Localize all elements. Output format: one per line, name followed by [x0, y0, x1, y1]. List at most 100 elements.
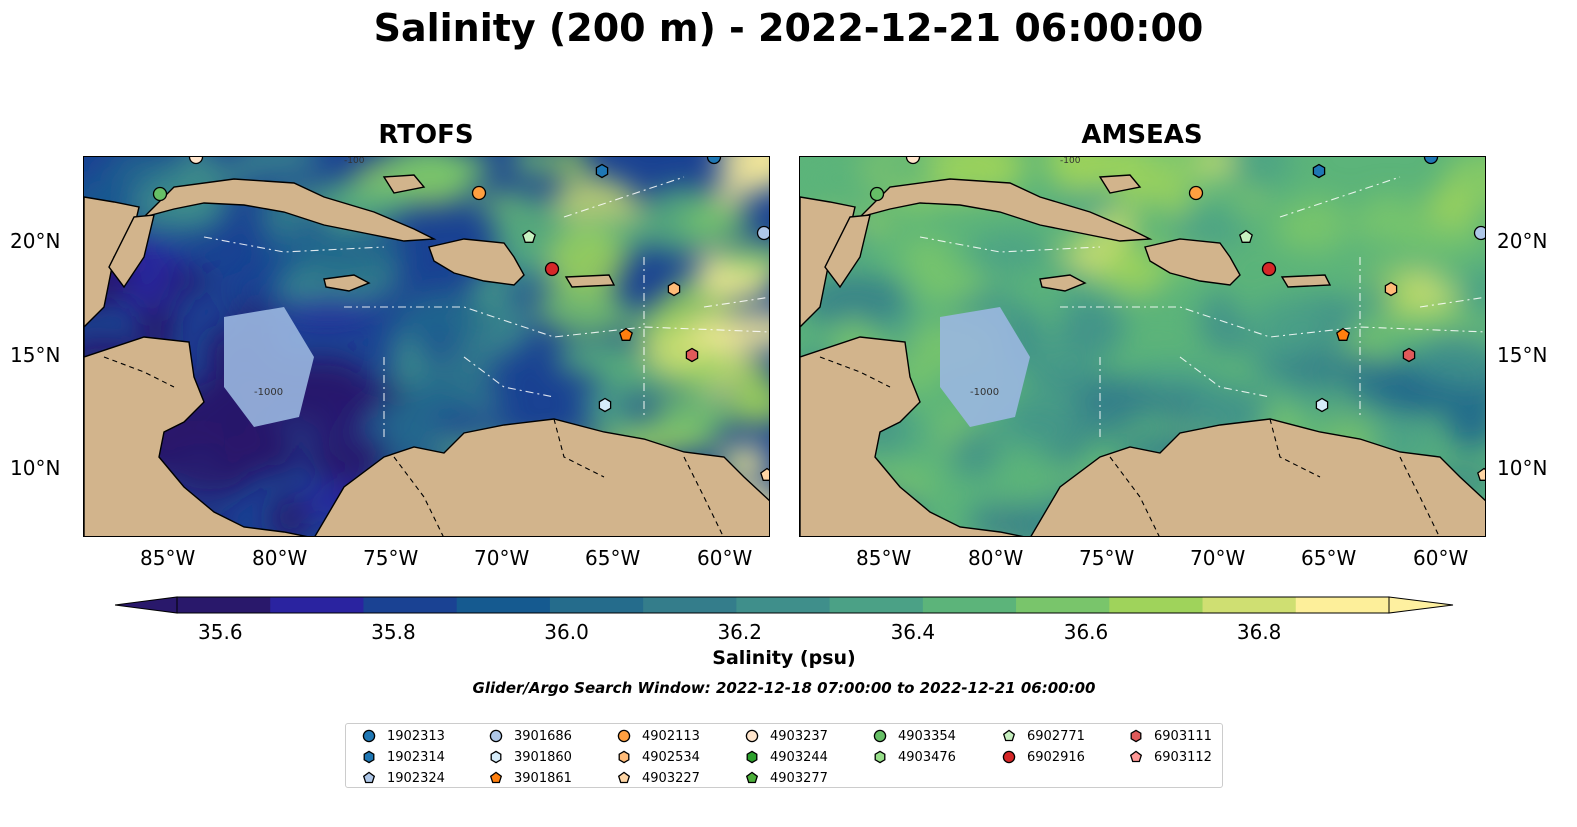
- panel-title-rtofs: RTOFS: [378, 120, 474, 150]
- legend-marker[interactable]: [618, 750, 630, 764]
- map-panel-amseas[interactable]: -1000 -100: [799, 156, 1486, 537]
- landmass-puerto-rico: [564, 274, 616, 288]
- float-marker-3901861[interactable]: [619, 327, 633, 341]
- float-marker-4902534[interactable]: [667, 281, 681, 297]
- legend-marker-icon: [1002, 750, 1016, 764]
- float-marker-4903227[interactable]: [1477, 467, 1486, 481]
- legend-marker[interactable]: [362, 771, 376, 784]
- float-marker-4903354[interactable]: [152, 186, 168, 202]
- legend-item: 1902314: [361, 747, 445, 767]
- float-marker-4902113[interactable]: [471, 185, 487, 201]
- legend-marker[interactable]: [745, 729, 759, 743]
- legend-marker[interactable]: [1130, 729, 1142, 743]
- legend-marker-icon: [490, 750, 502, 764]
- float-marker-1902313[interactable]: [1423, 157, 1439, 165]
- legend-marker[interactable]: [363, 750, 375, 764]
- legend-marker-icon: [746, 750, 758, 764]
- lat-tick-right: 20°N: [1497, 229, 1548, 253]
- legend-marker-icon: [874, 750, 886, 764]
- legend-label: 1902313: [387, 728, 445, 744]
- figure-title: Salinity (200 m) - 2022-12-21 06:00:00: [373, 6, 1204, 50]
- legend-marker[interactable]: [1002, 729, 1016, 742]
- colorbar-segment: [270, 597, 364, 613]
- legend-marker[interactable]: [1002, 750, 1016, 764]
- float-marker-1902313[interactable]: [706, 157, 722, 165]
- legend-label: 4903244: [770, 749, 828, 765]
- lat-tick-left: 10°N: [10, 456, 61, 480]
- legend-marker-icon: [745, 729, 759, 743]
- lon-tick-amseas: 85°W: [856, 546, 912, 570]
- lon-tick-rtofs: 60°W: [697, 546, 753, 570]
- float-marker-1902314[interactable]: [1312, 163, 1326, 179]
- float-marker-1902314[interactable]: [595, 163, 609, 179]
- float-marker-6903111[interactable]: [685, 347, 699, 363]
- colorbar-segment: [549, 597, 644, 613]
- panel-title-amseas: AMSEAS: [1081, 120, 1203, 150]
- legend-item: 1902313: [361, 726, 445, 746]
- legend-marker[interactable]: [617, 771, 631, 784]
- legend-marker-icon: [1130, 729, 1142, 743]
- float-marker-6903111[interactable]: [1402, 347, 1416, 363]
- legend-marker[interactable]: [873, 729, 887, 743]
- legend-item: 3901861: [488, 768, 572, 788]
- colorbar-segment: [829, 597, 924, 613]
- float-marker-3901861[interactable]: [1336, 327, 1350, 341]
- map-panel-rtofs[interactable]: -1000 -100: [83, 156, 770, 537]
- lat-tick-right: 10°N: [1497, 456, 1548, 480]
- legend-marker[interactable]: [490, 750, 502, 764]
- float-marker-3901860[interactable]: [1315, 397, 1329, 413]
- legend-item: 6902916: [1001, 747, 1085, 767]
- float-marker-3901686[interactable]: [1473, 225, 1487, 241]
- legend-marker-icon: [745, 771, 759, 784]
- colorbar-segment: [643, 597, 737, 613]
- landmass-south-america: [314, 418, 769, 536]
- float-marker-6902916[interactable]: [1261, 261, 1277, 277]
- float-marker-4903227[interactable]: [760, 467, 770, 481]
- landmass-puerto-rico: [1280, 274, 1332, 288]
- float-marker-4902113[interactable]: [1188, 185, 1204, 201]
- legend-marker-icon: [363, 750, 375, 764]
- legend-item: 4903227: [616, 768, 700, 788]
- lon-tick-rtofs: 80°W: [252, 546, 308, 570]
- legend-marker[interactable]: [617, 729, 631, 743]
- colorbar-segment: [1109, 597, 1204, 613]
- float-marker-4902534[interactable]: [1384, 281, 1398, 297]
- legend-item: 1902324: [361, 768, 445, 788]
- lon-tick-amseas: 60°W: [1413, 546, 1469, 570]
- lon-tick-amseas: 80°W: [968, 546, 1024, 570]
- colorbar-tick-label: 36.4: [890, 620, 936, 644]
- legend-marker[interactable]: [489, 729, 503, 743]
- rtofs-map-svg: -1000 -100: [84, 157, 771, 536]
- colorbar-segment: [363, 597, 458, 613]
- legend-marker-icon: [489, 771, 503, 784]
- contour-label: -100: [344, 157, 365, 166]
- lat-tick-left: 15°N: [10, 343, 61, 367]
- contour-label: -100: [1060, 157, 1081, 166]
- float-marker-4903354[interactable]: [869, 186, 885, 202]
- lat-tick-left: 20°N: [10, 229, 61, 253]
- legend-label: 4903227: [642, 770, 700, 786]
- landmass-bahamas: [1098, 174, 1142, 194]
- float-marker-3901860[interactable]: [598, 397, 612, 413]
- legend-marker[interactable]: [362, 729, 376, 743]
- legend-item: 6902771: [1001, 726, 1085, 746]
- legend-label: 3901686: [514, 728, 572, 744]
- colorbar-tick-label: 36.6: [1063, 620, 1109, 644]
- legend-marker[interactable]: [1129, 750, 1143, 763]
- float-marker-3901686[interactable]: [756, 225, 771, 241]
- float-marker-4903237[interactable]: [188, 157, 204, 165]
- landmass-yucatan: [108, 214, 155, 289]
- lon-tick-rtofs: 85°W: [140, 546, 196, 570]
- float-marker-6902916[interactable]: [544, 261, 560, 277]
- legend-marker[interactable]: [746, 750, 758, 764]
- landmass-jamaica: [323, 274, 371, 292]
- float-marker-6902771[interactable]: [1239, 229, 1253, 243]
- legend-marker[interactable]: [874, 750, 886, 764]
- legend-marker[interactable]: [745, 771, 759, 784]
- legend-marker[interactable]: [489, 771, 503, 784]
- legend-item: 4903244: [744, 747, 828, 767]
- lon-tick-amseas: 70°W: [1190, 546, 1246, 570]
- float-marker-4903237[interactable]: [905, 157, 921, 165]
- float-marker-6902771[interactable]: [522, 229, 536, 243]
- lon-tick-amseas: 75°W: [1079, 546, 1135, 570]
